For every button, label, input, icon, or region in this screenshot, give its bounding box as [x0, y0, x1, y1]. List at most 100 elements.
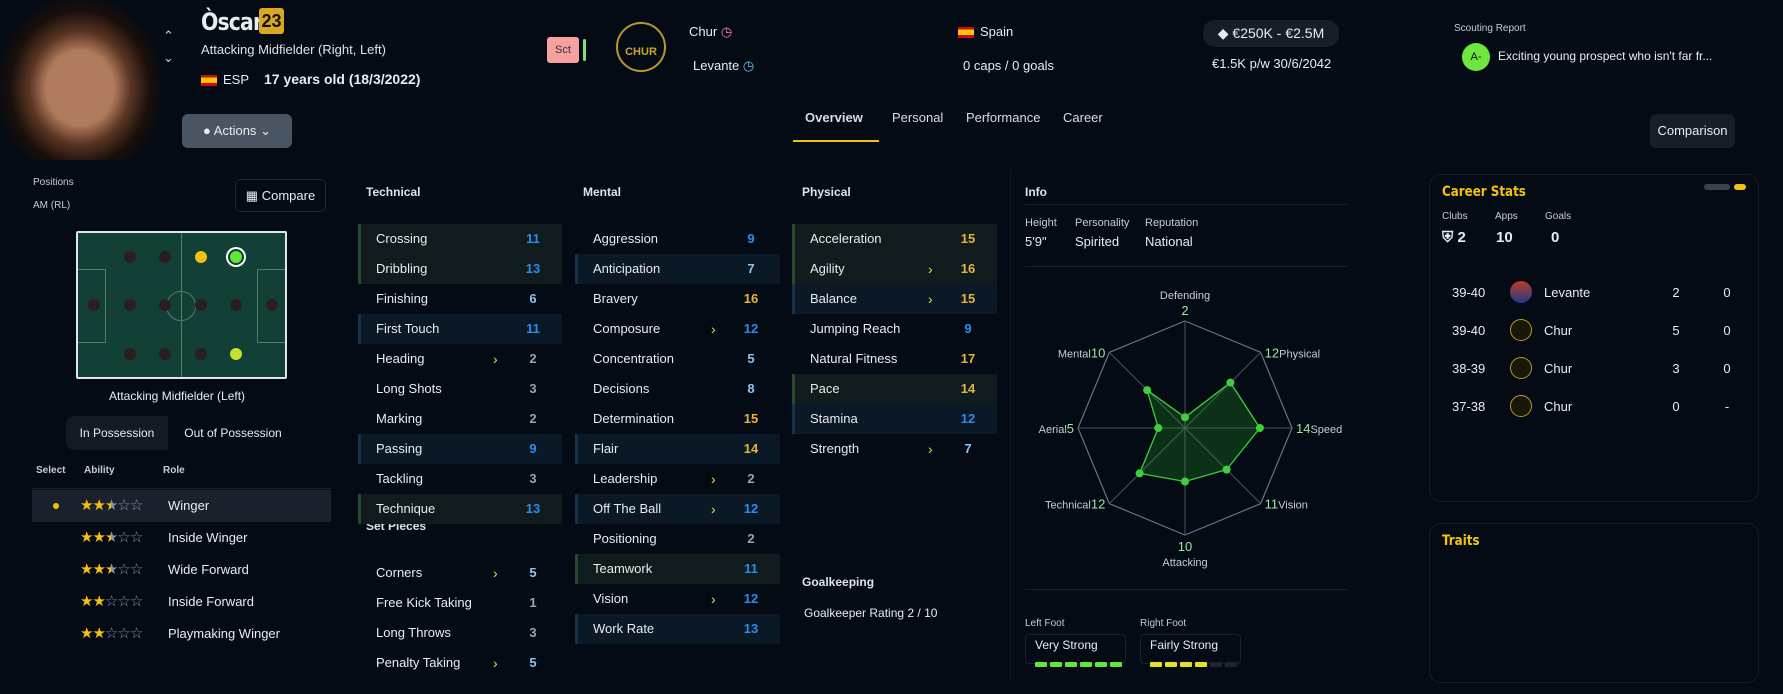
attribute-row[interactable]: Balance › 15	[792, 284, 997, 314]
radar-axis	[1184, 351, 1262, 429]
radar-point	[1181, 413, 1189, 422]
out-of-possession-tab[interactable]: Out of Possession	[184, 426, 282, 440]
star-icon: ☆	[117, 497, 130, 514]
nation[interactable]: Spain	[958, 24, 1013, 39]
tab-overview[interactable]: Overview	[805, 110, 863, 125]
attribute-row[interactable]: Penalty Taking › 5	[358, 648, 562, 678]
radar-value: 10	[1178, 539, 1192, 554]
attribute-row[interactable]: Agility › 16	[792, 254, 997, 284]
pager-dot-active[interactable]	[1734, 184, 1746, 190]
goals-label: Goals	[1545, 211, 1572, 222]
actions-button[interactable]: ● Actions ⌄	[182, 114, 292, 148]
compare-button[interactable]: ▦ Compare	[235, 179, 326, 212]
position-dot	[159, 251, 171, 263]
attribute-value: 5	[747, 351, 755, 366]
career-row[interactable]: 38-39 Chur 3 0	[1430, 354, 1760, 384]
pager-dot[interactable]	[1704, 184, 1730, 190]
attribute-row[interactable]: Aggression 9	[575, 224, 780, 254]
trend-arrow-icon: ›	[493, 565, 498, 581]
comparison-button[interactable]: Comparison	[1650, 114, 1735, 148]
previous-player-icon[interactable]: ⌃	[163, 28, 174, 43]
role-row[interactable]: ★★☆☆☆ Playmaking Winger	[32, 618, 331, 650]
attribute-row[interactable]: Crossing 11	[358, 224, 562, 254]
squad-status-badge[interactable]: Sct	[547, 37, 579, 63]
attribute-row[interactable]: Finishing 6	[358, 284, 562, 314]
role-row[interactable]: ★★★☆☆ Inside Winger	[32, 522, 331, 554]
radar-axis-label: Attacking	[1162, 557, 1207, 569]
radar-label: 12Physical	[1265, 345, 1320, 360]
attribute-row[interactable]: Long Shots 3	[358, 374, 562, 404]
attribute-row[interactable]: Composure › 12	[575, 314, 780, 344]
wage: €1.5K p/w 30/6/2042	[1212, 56, 1332, 71]
career-row[interactable]: 37-38 Chur 0 -	[1430, 392, 1760, 422]
club-logo[interactable]: CHUR	[616, 22, 666, 72]
attribute-row[interactable]: Stamina 12	[792, 404, 997, 434]
attribute-row[interactable]: Marking 2	[358, 404, 562, 434]
attribute-row[interactable]: Acceleration 15	[792, 224, 997, 254]
attribute-row[interactable]: Corners › 5	[358, 558, 562, 588]
tab-performance[interactable]: Performance	[966, 110, 1041, 125]
attribute-name: Teamwork	[593, 561, 653, 576]
role-row[interactable]: ★★★☆☆ Wide Forward	[32, 554, 331, 586]
attribute-row[interactable]: Leadership › 2	[575, 464, 780, 494]
selected-indicator[interactable]	[53, 503, 59, 509]
attribute-name: Composure	[593, 321, 661, 336]
attribute-row[interactable]: Natural Fitness 17	[792, 344, 997, 374]
attribute-row[interactable]: Decisions 8	[575, 374, 780, 404]
attribute-name: Tackling	[376, 471, 423, 486]
attribute-row[interactable]: Flair 14	[575, 434, 780, 464]
trend-arrow-icon: ›	[711, 591, 716, 607]
radar-label: Technical12	[1045, 497, 1105, 512]
role-row[interactable]: ★★★☆☆ Winger	[32, 490, 331, 522]
attribute-value: 12	[743, 321, 759, 336]
radar-axis-label: Physical	[1279, 348, 1320, 360]
attribute-row[interactable]: Passing 9	[358, 434, 562, 464]
radar-label: 10 Attacking	[1162, 539, 1207, 569]
attribute-row[interactable]: Determination 15	[575, 404, 780, 434]
attribute-value: 15	[960, 231, 976, 246]
attribute-row[interactable]: Anticipation 7	[575, 254, 780, 284]
attribute-name: Bravery	[593, 291, 638, 306]
attribute-row[interactable]: Long Throws 3	[358, 618, 562, 648]
attribute-value: 7	[747, 261, 755, 276]
tab-personal[interactable]: Personal	[892, 110, 944, 125]
tab-career[interactable]: Career	[1063, 110, 1103, 125]
attribute-row[interactable]: Off The Ball › 12	[575, 494, 780, 524]
scouting-grade[interactable]: A-	[1462, 43, 1490, 71]
attribute-row[interactable]: Pace 14	[792, 374, 997, 404]
foot-meter-segment	[1110, 662, 1122, 667]
attribute-row[interactable]: Tackling 3	[358, 464, 562, 494]
compare-label: Compare	[261, 188, 316, 203]
role-name: Winger	[168, 498, 210, 513]
scouting-summary[interactable]: Exciting young prospect who isn't far fr…	[1498, 49, 1713, 63]
attribute-row[interactable]: Dribbling 13	[358, 254, 562, 284]
divider	[1025, 204, 1347, 205]
foot-meter-segment	[1050, 662, 1062, 667]
attribute-row[interactable]: First Touch 11	[358, 314, 562, 344]
attribute-row[interactable]: Strength › 7	[792, 434, 997, 464]
attribute-row[interactable]: Free Kick Taking 1	[358, 588, 562, 618]
trend-arrow-icon: ›	[493, 351, 498, 367]
attribute-value: 3	[529, 625, 537, 640]
attribute-name: Aggression	[593, 231, 659, 246]
club-name[interactable]: Chur ◷	[689, 24, 732, 40]
career-row[interactable]: 39-40 Chur 5 0	[1430, 316, 1760, 346]
loan-club-name[interactable]: Levante ◷	[693, 58, 754, 74]
attribute-row[interactable]: Bravery 16	[575, 284, 780, 314]
attribute-row[interactable]: Vision › 12	[575, 584, 780, 614]
role-row[interactable]: ★★☆☆☆ Inside Forward	[32, 586, 331, 618]
in-possession-tab[interactable]: In Possession	[66, 416, 168, 450]
attribute-row[interactable]: Teamwork 11	[575, 554, 780, 584]
goals: 0	[1723, 361, 1731, 376]
attribute-row[interactable]: Technique 13	[358, 494, 562, 524]
attribute-row[interactable]: Work Rate 13	[575, 614, 780, 644]
attribute-row[interactable]: Jumping Reach 9	[792, 314, 997, 344]
apps: 2	[1672, 285, 1680, 300]
player-photo	[0, 0, 160, 160]
career-row[interactable]: 39-40 Levante 2 0	[1430, 278, 1760, 308]
attribute-row[interactable]: Heading › 2	[358, 344, 562, 374]
attribute-row[interactable]: Positioning 2	[575, 524, 780, 554]
trend-arrow-icon: ›	[711, 501, 716, 517]
attribute-row[interactable]: Concentration 5	[575, 344, 780, 374]
next-player-icon[interactable]: ⌄	[163, 50, 174, 65]
